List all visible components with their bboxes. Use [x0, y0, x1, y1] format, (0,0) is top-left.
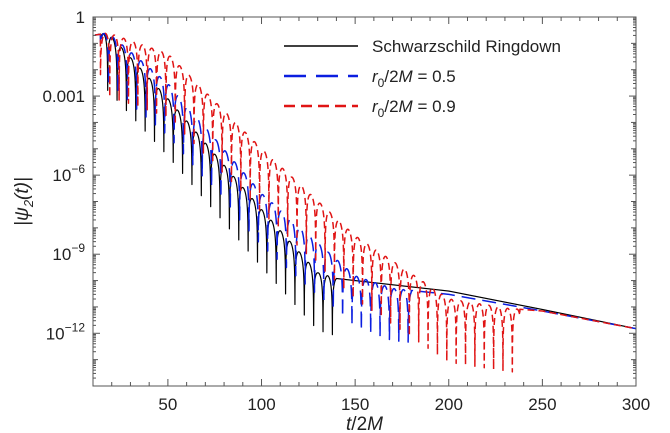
x-axis-label: t/2M — [346, 414, 383, 433]
x-tick-label: 250 — [528, 395, 556, 414]
y-tick-label: 0.001 — [42, 87, 85, 106]
legend-label-2: r0/2M = 0.5 — [372, 67, 456, 90]
y-axis-label: |ψ2(t)| — [12, 177, 36, 226]
y-tick-label: 10−12 — [46, 320, 86, 343]
x-tick-label: 150 — [341, 395, 369, 414]
x-tick-label: 50 — [158, 395, 177, 414]
y-tick-label: 10−6 — [52, 162, 85, 185]
series-line-2 — [94, 32, 636, 343]
x-tick-label: 100 — [247, 395, 275, 414]
y-tick-label: 10−9 — [52, 241, 85, 264]
y-tick-label: 1 — [76, 8, 85, 27]
plot-area — [94, 32, 636, 373]
x-tick-label: 200 — [435, 395, 463, 414]
legend-label-1: Schwarzschild Ringdown — [372, 37, 561, 56]
legend-label-3: r0/2M = 0.9 — [372, 97, 456, 120]
series-line-3 — [94, 32, 636, 373]
x-tick-label: 300 — [622, 395, 650, 414]
series-line-1 — [94, 33, 636, 336]
legend: Schwarzschild Ringdown r0/2M = 0.5 r0/2M =… — [284, 37, 561, 120]
x-axis-ticks: 50 100 150 200 250 300 — [92, 17, 650, 414]
y-axis-ticks: 1 0.001 10−6 10−9 10−12 — [42, 8, 636, 387]
